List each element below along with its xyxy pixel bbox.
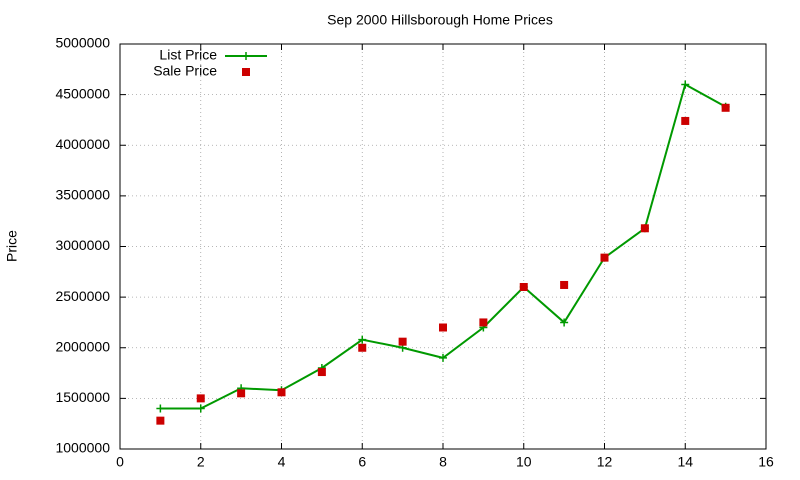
plot-frame — [119, 43, 767, 450]
data-point — [519, 283, 528, 291]
data-point — [560, 280, 569, 289]
data-point — [156, 416, 165, 425]
y-axis-label: Price — [4, 230, 20, 262]
x-tick-label: 10 — [516, 454, 532, 470]
x-tick-label: 8 — [439, 454, 447, 470]
data-point — [681, 80, 690, 89]
y-tick-label: 4500000 — [55, 85, 110, 101]
data-point — [358, 335, 367, 344]
data-point — [196, 394, 205, 403]
data-point — [398, 337, 407, 346]
data-point — [317, 368, 326, 377]
data-point — [479, 318, 488, 327]
data-point — [600, 253, 609, 262]
data-point — [439, 353, 447, 362]
data-point — [277, 388, 286, 397]
y-tick-label: 2000000 — [55, 338, 110, 354]
legend-swatch — [242, 52, 250, 60]
x-tick-label: 14 — [677, 454, 693, 470]
y-tick-label: 1000000 — [55, 440, 110, 456]
data-point — [439, 323, 447, 332]
data-point — [721, 103, 730, 112]
legend-label: List Price — [159, 47, 217, 63]
y-tick-label: 3500000 — [55, 187, 110, 203]
y-tick-label: 4000000 — [55, 136, 110, 152]
data-point — [358, 343, 367, 352]
chart-title: Sep 2000 Hillsborough Home Prices — [327, 12, 553, 28]
x-tick-label: 4 — [278, 454, 286, 470]
x-tick-label: 12 — [597, 454, 613, 470]
data-point — [681, 116, 690, 125]
y-tick-label: 5000000 — [55, 35, 110, 51]
x-tick-label: 16 — [758, 454, 774, 470]
data-point — [196, 404, 205, 413]
x-tick-label: 6 — [358, 454, 366, 470]
legend-label: Sale Price — [153, 63, 217, 79]
data-point — [156, 404, 165, 413]
data-point — [640, 224, 649, 233]
data-point — [237, 389, 246, 398]
legend-swatch — [242, 68, 250, 76]
data-point — [560, 318, 569, 327]
x-tick-label: 2 — [197, 454, 205, 470]
y-tick-label: 2500000 — [55, 288, 110, 304]
y-tick-label: 3000000 — [55, 237, 110, 253]
x-tick-label: 0 — [116, 454, 124, 470]
y-tick-label: 1500000 — [55, 389, 110, 405]
